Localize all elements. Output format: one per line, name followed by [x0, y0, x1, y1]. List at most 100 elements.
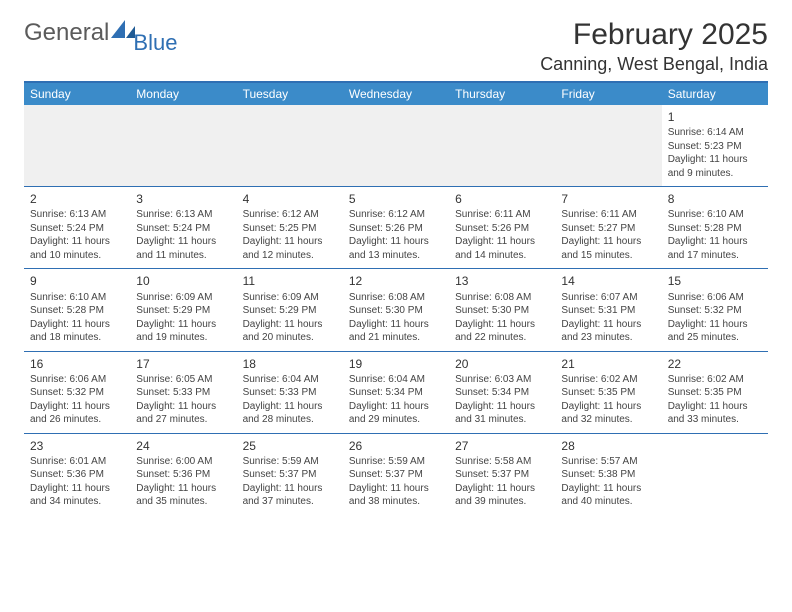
daylight-text: Daylight: 11 hours and 18 minutes. [30, 318, 124, 345]
daylight-text: Daylight: 11 hours and 37 minutes. [243, 482, 337, 509]
sunrise-text: Sunrise: 6:10 AM [668, 208, 762, 222]
day-number: 21 [561, 356, 655, 372]
calendar-day-cell: 21Sunrise: 6:02 AMSunset: 5:35 PMDayligh… [555, 351, 661, 433]
calendar-day-cell: 4Sunrise: 6:12 AMSunset: 5:25 PMDaylight… [237, 187, 343, 269]
daylight-text: Daylight: 11 hours and 29 minutes. [349, 400, 443, 427]
daylight-text: Daylight: 11 hours and 23 minutes. [561, 318, 655, 345]
day-number: 1 [668, 109, 762, 125]
sunset-text: Sunset: 5:31 PM [561, 304, 655, 318]
sunset-text: Sunset: 5:27 PM [561, 222, 655, 236]
sunrise-text: Sunrise: 6:11 AM [455, 208, 549, 222]
location: Canning, West Bengal, India [540, 54, 768, 75]
daylight-text: Daylight: 11 hours and 31 minutes. [455, 400, 549, 427]
sunset-text: Sunset: 5:35 PM [668, 386, 762, 400]
daylight-text: Daylight: 11 hours and 13 minutes. [349, 235, 443, 262]
day-number: 7 [561, 191, 655, 207]
daylight-text: Daylight: 11 hours and 22 minutes. [455, 318, 549, 345]
calendar-day-cell: 26Sunrise: 5:59 AMSunset: 5:37 PMDayligh… [343, 433, 449, 515]
daylight-text: Daylight: 11 hours and 38 minutes. [349, 482, 443, 509]
sunset-text: Sunset: 5:24 PM [30, 222, 124, 236]
calendar-day-cell: 15 Sunrise: 6:06 AMSunset: 5:32 PMDayligh… [662, 269, 768, 351]
sunset-text: Sunset: 5:32 PM [668, 304, 762, 318]
daylight-text: Daylight: 11 hours and 33 minutes. [668, 400, 762, 427]
daylight-text: Daylight: 11 hours and 25 minutes. [668, 318, 762, 345]
sunrise-text: Sunrise: 6:04 AM [349, 373, 443, 387]
day-number: 26 [349, 438, 443, 454]
day-number: 2 [30, 191, 124, 207]
daylight-text: Daylight: 11 hours and 28 minutes. [243, 400, 337, 427]
sunrise-text: Sunrise: 6:06 AM [668, 291, 762, 305]
sunset-text: Sunset: 5:29 PM [136, 304, 230, 318]
calendar-day-cell: 6Sunrise: 6:11 AMSunset: 5:26 PMDaylight… [449, 187, 555, 269]
sunrise-text: Sunrise: 6:02 AM [561, 373, 655, 387]
sunrise-text: Sunrise: 6:00 AM [136, 455, 230, 469]
weekday-header: Tuesday [237, 83, 343, 105]
calendar-week-row: 9Sunrise: 6:10 AMSunset: 5:28 PMDaylight… [24, 269, 768, 351]
weekday-header: Saturday [662, 83, 768, 105]
calendar-day-cell: 13Sunrise: 6:08 AMSunset: 5:30 PMDayligh… [449, 269, 555, 351]
logo-text-blue: Blue [133, 30, 177, 56]
sunset-text: Sunset: 5:23 PM [668, 140, 762, 154]
calendar-week-row: 16Sunrise: 6:06 AMSunset: 5:32 PMDayligh… [24, 351, 768, 433]
sunrise-text: Sunrise: 6:12 AM [349, 208, 443, 222]
sunrise-text: Sunrise: 6:07 AM [561, 291, 655, 305]
sunrise-text: Sunrise: 6:09 AM [243, 291, 337, 305]
daylight-text: Daylight: 11 hours and 35 minutes. [136, 482, 230, 509]
day-number: 15 [668, 273, 762, 289]
sunset-text: Sunset: 5:36 PM [136, 468, 230, 482]
day-number: 6 [455, 191, 549, 207]
weekday-header: Wednesday [343, 83, 449, 105]
calendar-day-cell: 1Sunrise: 6:14 AMSunset: 5:23 PMDaylight… [662, 105, 768, 187]
calendar-day-cell: 12Sunrise: 6:08 AMSunset: 5:30 PMDayligh… [343, 269, 449, 351]
daylight-text: Daylight: 11 hours and 17 minutes. [668, 235, 762, 262]
sunset-text: Sunset: 5:37 PM [455, 468, 549, 482]
day-number: 4 [243, 191, 337, 207]
month-title: February 2025 [540, 18, 768, 52]
day-number: 25 [243, 438, 337, 454]
sunset-text: Sunset: 5:35 PM [561, 386, 655, 400]
day-number: 11 [243, 273, 337, 289]
day-number: 10 [136, 273, 230, 289]
day-number: 16 [30, 356, 124, 372]
sunset-text: Sunset: 5:26 PM [455, 222, 549, 236]
calendar-day-cell [449, 105, 555, 187]
weekday-header: Friday [555, 83, 661, 105]
title-block: February 2025 Canning, West Bengal, Indi… [540, 18, 768, 75]
weekday-header-row: Sunday Monday Tuesday Wednesday Thursday… [24, 83, 768, 105]
day-number: 5 [349, 191, 443, 207]
calendar-day-cell: 24Sunrise: 6:00 AMSunset: 5:36 PMDayligh… [130, 433, 236, 515]
calendar-day-cell: 22Sunrise: 6:02 AMSunset: 5:35 PMDayligh… [662, 351, 768, 433]
sunset-text: Sunset: 5:30 PM [455, 304, 549, 318]
sunrise-text: Sunrise: 6:05 AM [136, 373, 230, 387]
daylight-text: Daylight: 11 hours and 11 minutes. [136, 235, 230, 262]
calendar-day-cell: 14Sunrise: 6:07 AMSunset: 5:31 PMDayligh… [555, 269, 661, 351]
daylight-text: Daylight: 11 hours and 14 minutes. [455, 235, 549, 262]
sunrise-text: Sunrise: 6:04 AM [243, 373, 337, 387]
sunrise-text: Sunrise: 6:14 AM [668, 126, 762, 140]
calendar-week-row: 23Sunrise: 6:01 AMSunset: 5:36 PMDayligh… [24, 433, 768, 515]
sunrise-text: Sunrise: 6:08 AM [349, 291, 443, 305]
sunrise-text: Sunrise: 6:11 AM [561, 208, 655, 222]
calendar-day-cell: 28Sunrise: 5:57 AMSunset: 5:38 PMDayligh… [555, 433, 661, 515]
sunrise-text: Sunrise: 6:13 AM [136, 208, 230, 222]
daylight-text: Daylight: 11 hours and 40 minutes. [561, 482, 655, 509]
sunrise-text: Sunrise: 6:02 AM [668, 373, 762, 387]
day-number: 18 [243, 356, 337, 372]
calendar-day-cell: 11Sunrise: 6:09 AMSunset: 5:29 PMDayligh… [237, 269, 343, 351]
weekday-header: Sunday [24, 83, 130, 105]
calendar-day-cell [343, 105, 449, 187]
sunrise-text: Sunrise: 6:13 AM [30, 208, 124, 222]
calendar-day-cell: 16Sunrise: 6:06 AMSunset: 5:32 PMDayligh… [24, 351, 130, 433]
calendar-day-cell [130, 105, 236, 187]
sunrise-text: Sunrise: 6:09 AM [136, 291, 230, 305]
sunrise-text: Sunrise: 6:12 AM [243, 208, 337, 222]
sunrise-text: Sunrise: 6:06 AM [30, 373, 124, 387]
calendar-week-row: 2Sunrise: 6:13 AMSunset: 5:24 PMDaylight… [24, 187, 768, 269]
calendar-week-row: 1Sunrise: 6:14 AMSunset: 5:23 PMDaylight… [24, 105, 768, 187]
day-number: 28 [561, 438, 655, 454]
calendar-day-cell [662, 433, 768, 515]
weekday-header: Monday [130, 83, 236, 105]
sunset-text: Sunset: 5:33 PM [243, 386, 337, 400]
sunset-text: Sunset: 5:30 PM [349, 304, 443, 318]
daylight-text: Daylight: 11 hours and 9 minutes. [668, 153, 762, 180]
